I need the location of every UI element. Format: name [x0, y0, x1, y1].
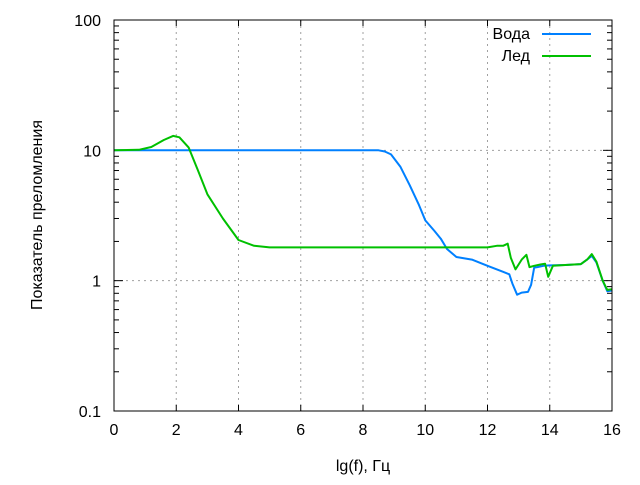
y-tick-label: 10	[83, 143, 101, 160]
axis-ticks	[113, 19, 613, 412]
series-line-ice	[113, 134, 613, 291]
y-tick-label: 100	[74, 13, 101, 30]
legend-label-water: Вода	[493, 26, 531, 43]
x-tick-label: 16	[603, 422, 621, 439]
grid	[114, 20, 612, 411]
x-tick-label: 0	[110, 422, 119, 439]
y-tick-label: 0.1	[79, 404, 101, 421]
x-tick-label: 4	[234, 422, 243, 439]
x-tick-label: 8	[359, 422, 368, 439]
series-lines	[113, 134, 613, 296]
x-tick-label: 6	[296, 422, 305, 439]
x-tick-label: 10	[416, 422, 434, 439]
x-tick-label: 14	[541, 422, 559, 439]
y-axis-label: Показатель преломления	[29, 120, 46, 310]
x-axis-label: lg(f), Гц	[336, 458, 390, 475]
legend: Вода Лед	[493, 26, 591, 65]
x-tick-label: 12	[479, 422, 497, 439]
y-tick-label: 1	[92, 274, 101, 291]
legend-label-ice: Лед	[502, 48, 531, 65]
plot-frame	[113, 19, 613, 412]
x-tick-label: 2	[172, 422, 181, 439]
tick-labels: 0 2 4 6 8 10 12 14 16 0.1 1 10 100	[74, 13, 621, 439]
